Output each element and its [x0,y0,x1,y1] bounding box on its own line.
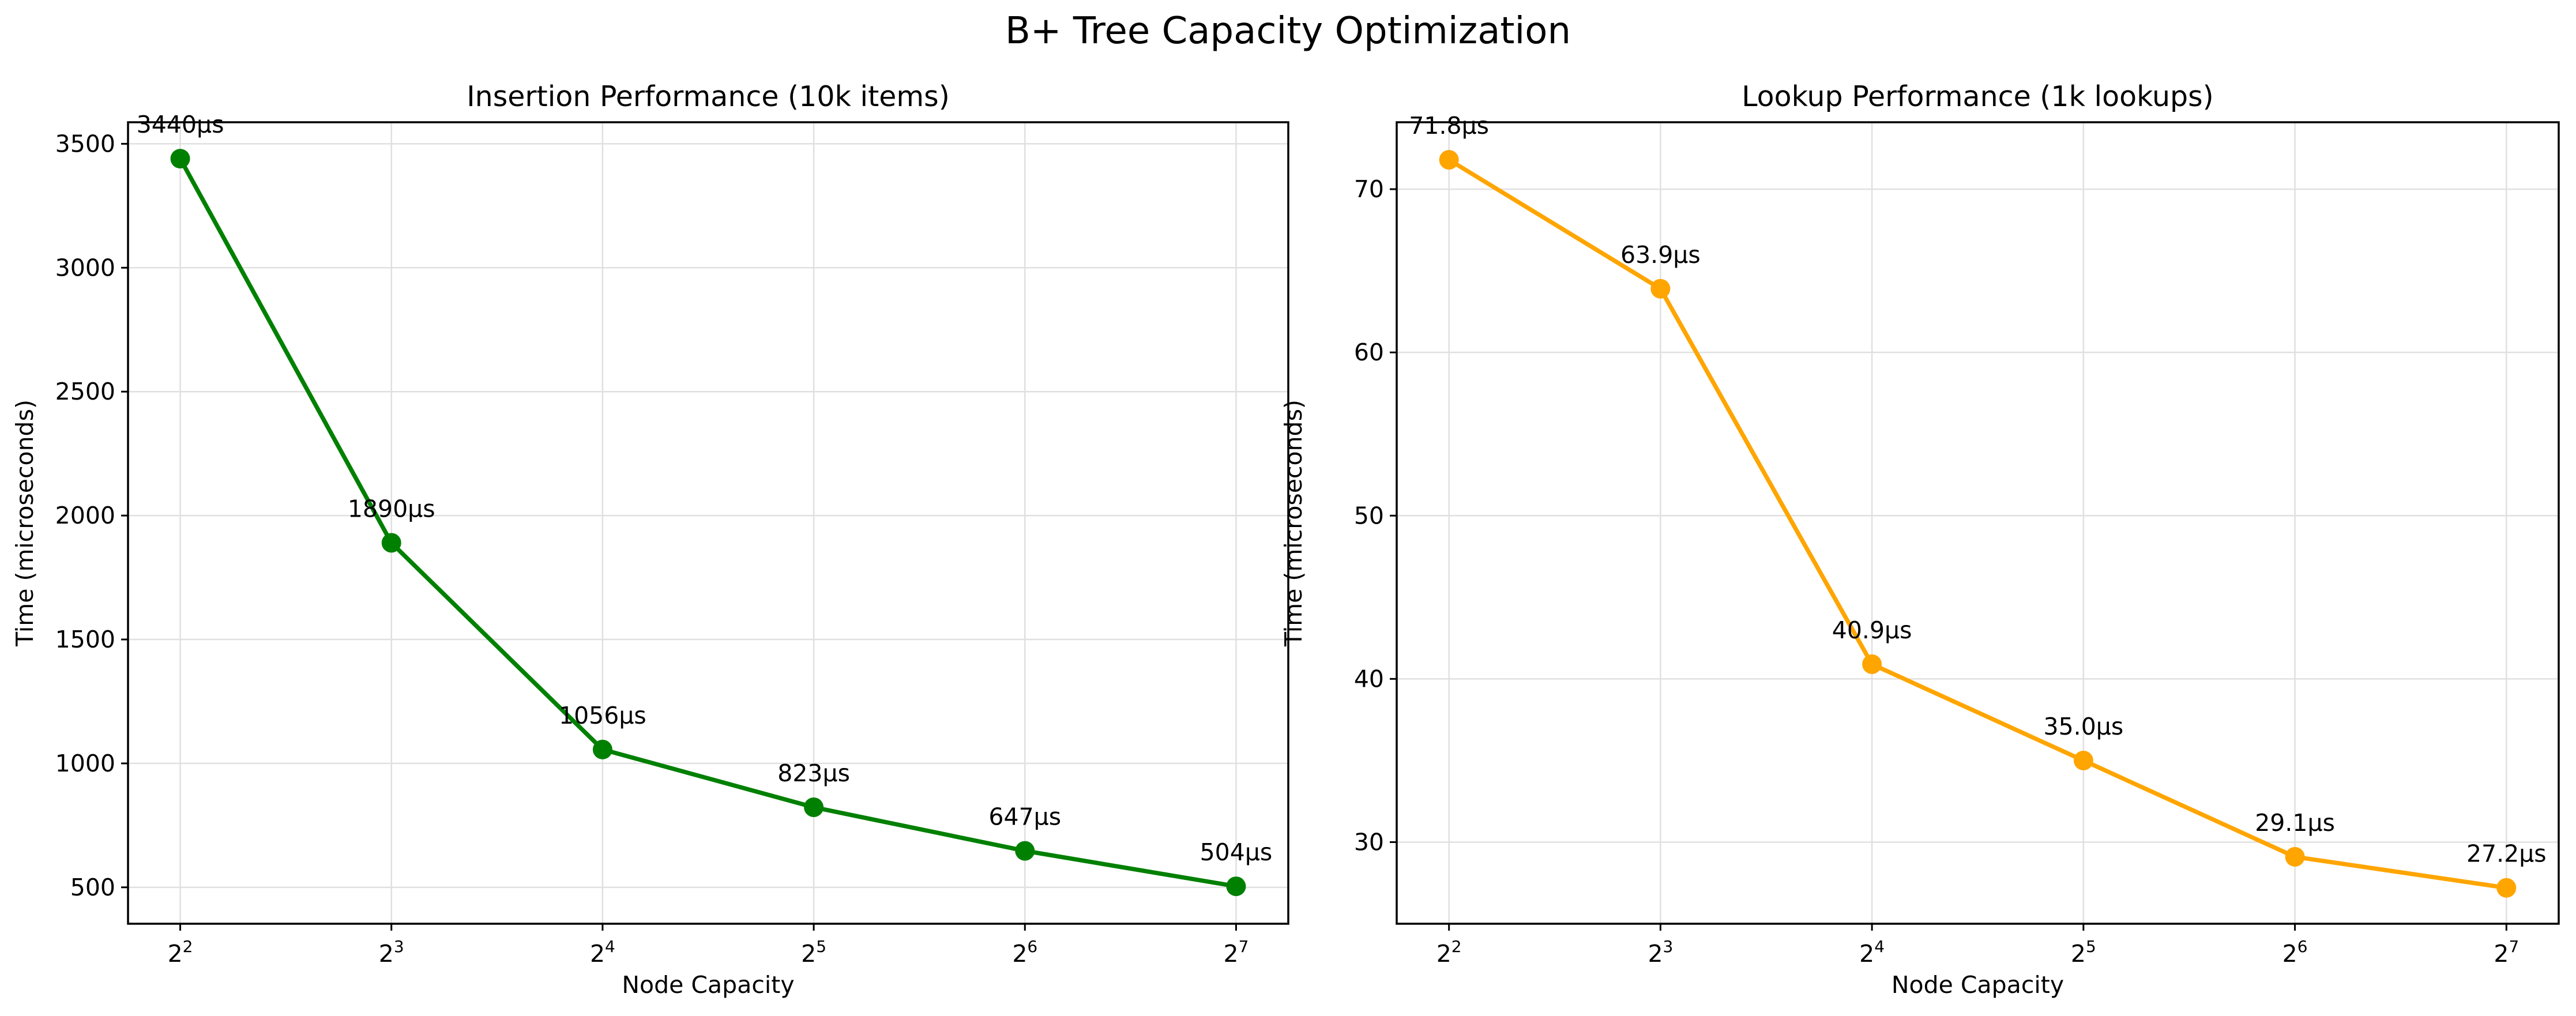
y-tick-label: 40 [1354,665,1384,693]
data-label: 504μs [1200,838,1273,866]
x-tick-label: 25 [2071,937,2096,968]
x-tick-label: 27 [1223,937,1248,968]
data-label: 27.2μs [2466,840,2547,868]
x-tick-label: 22 [1436,937,1462,968]
lookup-chart: 71.8μs 63.9μs 40.9μs 35.0μs 29.1μs 27.2μs 22 23… [1280,80,2560,999]
y-tick-label: 30 [1354,828,1384,856]
data-point [2285,846,2305,867]
x-tick-label: 24 [1859,937,1885,968]
data-label: 1890μs [348,495,435,522]
y-tick-label: 70 [1354,175,1384,203]
x-tick-label: 26 [2282,937,2308,968]
y-tick-label: 1000 [55,750,115,777]
plot-frame [1396,121,2560,925]
x-tick-label: 23 [379,937,404,968]
data-point [1439,150,1459,170]
y-tick-label: 60 [1354,338,1384,366]
series-line [1447,157,2507,890]
y-axis-label: Time (microseconds) [11,400,39,647]
y-tick-label: 3000 [55,254,115,281]
data-point [381,533,401,553]
x-axis-label: Node Capacity [1891,971,2064,999]
y-axis-label: Time (microseconds) [1280,400,1307,647]
y-tick-label: 1500 [55,626,115,653]
x-tick-label: 24 [590,937,615,968]
x-axis-label: Node Capacity [622,971,794,999]
data-label: 647μs [988,803,1061,831]
data-point [2073,750,2093,770]
x-tick-label: 25 [801,937,826,968]
data-label: 71.8μs [1409,112,1489,140]
data-point [2496,878,2517,898]
chart-title: Lookup Performance (1k lookups) [1742,80,2214,113]
x-tick-label: 27 [2494,937,2519,968]
y-tick-label: 2500 [55,378,115,405]
insertion-chart: 3440μs 1890μs 1056μs 823μs 647μs 504μs 22 23 24 2… [11,80,1289,999]
y-tick-label: 50 [1354,502,1384,529]
data-point [1862,654,1882,674]
data-label: 40.9μs [1832,616,1912,644]
data-point [170,149,190,169]
y-tick-label: 500 [70,874,115,901]
data-label: 35.0μs [2043,713,2123,740]
data-label: 63.9μs [1620,241,1701,269]
plot-frame [127,121,1289,925]
data-label: 1056μs [559,702,646,729]
x-tick-label: 23 [1648,937,1673,968]
x-tick-label: 26 [1012,937,1037,968]
data-point [1226,876,1246,897]
data-point [592,739,612,759]
data-label: 823μs [777,759,850,787]
y-tick-label: 2000 [55,502,115,529]
data-point [1650,279,1671,299]
data-label: 29.1μs [2255,809,2335,837]
figure-title: B+ Tree Capacity Optimization [1005,10,1571,52]
chart-title: Insertion Performance (10k items) [467,80,950,113]
data-point [804,797,824,817]
data-label: 3440μs [137,111,224,138]
data-point [1015,841,1035,861]
x-tick-label: 22 [168,937,193,968]
series-line [178,157,1237,889]
y-tick-label: 3500 [55,130,115,157]
